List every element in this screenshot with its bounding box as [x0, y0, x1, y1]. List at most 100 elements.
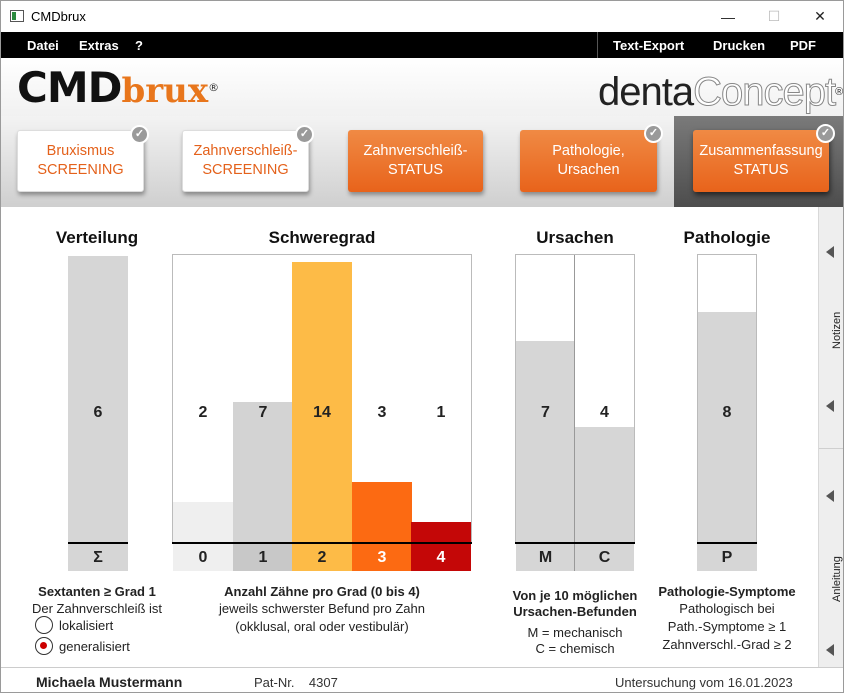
ursachen-bar-M — [516, 341, 575, 542]
patient-name: Michaela Mustermann — [36, 674, 183, 690]
schweregrad-title: Schweregrad — [268, 228, 376, 247]
schweregrad-value-1: 7 — [258, 404, 268, 421]
tab-strip: Bruxismus SCREENING ✓ Zahnverschleiß- SC… — [1, 116, 843, 207]
tab-label-line2: SCREENING — [202, 162, 289, 178]
logo-denta-text: denta — [598, 70, 694, 114]
schweregrad-bar-0 — [173, 502, 233, 542]
verteilung-caption-title: Sextanten ≥ Grad 1 — [21, 583, 173, 600]
collapse-arrow-icon-2[interactable] — [826, 644, 834, 656]
verteilung-title: Verteilung — [55, 228, 139, 247]
ursachen-caption-title2: Ursachen-Befunden — [495, 603, 655, 620]
ursachen-caption-title: Von je 10 möglichen — [495, 587, 655, 604]
pathologie-caption3: Path.-Symptome ≥ 1 — [667, 619, 787, 634]
pathologie-caption1: Pathologie-Symptome — [658, 584, 796, 599]
tab-zahnverschleiss-status[interactable]: Zahnverschleiß- STATUS — [348, 130, 483, 192]
header: CMDbrux® dentaConcept ® — [1, 58, 843, 116]
patient-number: Pat-Nr. 4307 — [254, 675, 338, 690]
collapse-arrow-icon[interactable] — [826, 400, 834, 412]
schweregrad-caption3: (okklusal, oral oder vestibulär) — [235, 619, 409, 634]
check-icon: ✓ — [295, 125, 314, 144]
tab-label-line2: STATUS — [733, 162, 789, 178]
schweregrad-caption2: jeweils schwerster Befund pro Zahn — [219, 601, 425, 616]
radio-lokalisiert[interactable] — [35, 616, 53, 634]
verteilung-chart — [68, 254, 128, 544]
expand-anleitung-arrow-icon[interactable] — [826, 490, 834, 502]
radio-generalisiert-label[interactable]: generalisiert — [59, 639, 130, 654]
verteilung-caption1: Sextanten ≥ Grad 1 — [38, 584, 156, 599]
menu-help[interactable]: ? — [135, 38, 143, 53]
export-menu-group — [597, 32, 843, 58]
expand-notizen-arrow-icon[interactable] — [826, 246, 834, 258]
radio-lokalisiert-label[interactable]: lokalisiert — [59, 618, 114, 633]
menu-pdf[interactable]: PDF — [790, 38, 816, 53]
menu-drucken[interactable]: Drucken — [713, 38, 766, 53]
verteilung-bar — [68, 256, 128, 544]
tab-label-line1: Zahnverschleiß- — [363, 143, 468, 159]
logo-concept-text: Concept — [693, 70, 837, 115]
tab-label-line1: Zusammenfassung — [699, 143, 823, 159]
schweregrad-value-3: 3 — [377, 404, 387, 421]
status-footer: Michaela Mustermann Pat-Nr. 4307 Untersu… — [1, 667, 843, 692]
patnr-label: Pat-Nr. — [254, 675, 295, 690]
ursachen-tick-M: M — [516, 544, 575, 571]
exam-date: Untersuchung vom 16.01.2023 — [615, 675, 793, 690]
schweregrad-bar-3 — [352, 482, 412, 542]
pathologie-caption2: Pathologisch bei — [679, 601, 775, 616]
minimize-button[interactable]: — — [721, 8, 735, 25]
ursachen-caption4: C = chemisch — [535, 641, 615, 656]
ursachen-divider — [574, 255, 575, 542]
schweregrad-bar-1 — [233, 402, 293, 542]
menu-text-export[interactable]: Text-Export — [613, 38, 685, 53]
schweregrad-tick-3: 3 — [352, 544, 412, 571]
schweregrad-caption1: Anzahl Zähne pro Grad (0 bis 4) — [224, 584, 420, 599]
title-bar: CMDbrux — ☐ ✕ — [1, 1, 843, 32]
close-button[interactable]: ✕ — [814, 8, 826, 24]
schweregrad-value-0: 2 — [198, 404, 208, 421]
maximize-button[interactable]: ☐ — [767, 8, 781, 24]
cmdbrux-logo: CMDbrux® — [17, 63, 219, 115]
schweregrad-value-2: 14 — [313, 404, 331, 421]
check-icon: ✓ — [130, 125, 149, 144]
ursachen-value-C: 4 — [600, 404, 609, 421]
pathologie-axis-label: P — [697, 544, 757, 571]
menu-datei[interactable]: Datei — [27, 38, 59, 53]
window-title: CMDbrux — [31, 9, 86, 24]
ursachen-axis — [515, 542, 635, 544]
pathologie-chart — [697, 254, 757, 543]
menu-extras[interactable]: Extras — [79, 38, 119, 53]
menu-bar: Datei Extras ? Text-Export Drucken PDF — [1, 32, 843, 58]
patnr-value: 4307 — [308, 675, 338, 690]
schweregrad-tick-4: 4 — [411, 544, 471, 571]
pathologie-axis — [697, 542, 757, 544]
ursachen-caption1: Von je 10 möglichen — [512, 588, 638, 603]
side-tab-anleitung[interactable]: Anleitung — [831, 556, 843, 602]
ursachen-axis-divider — [574, 544, 575, 571]
pathologie-bar — [698, 312, 756, 542]
app-icon — [10, 10, 24, 22]
ursachen-value-M: 7 — [541, 404, 550, 421]
logo-reg-mark: ® — [208, 81, 219, 94]
tab-zusammenfassung-status[interactable]: Zusammenfassung STATUS ✓ — [693, 124, 835, 192]
schweregrad-caption-title: Anzahl Zähne pro Grad (0 bis 4) — [172, 583, 472, 600]
tab-label-line2: STATUS — [387, 162, 444, 178]
side-divider — [819, 448, 843, 449]
verteilung-value: 6 — [93, 404, 103, 421]
schweregrad-tick-2: 2 — [292, 544, 352, 571]
logo-brux-text: brux — [121, 71, 209, 111]
tab-pathologie-ursachen[interactable]: Pathologie, Ursachen ✓ — [520, 124, 663, 192]
ursachen-title: Ursachen — [536, 228, 614, 247]
check-icon: ✓ — [644, 124, 663, 143]
radio-generalisiert[interactable] — [35, 637, 53, 655]
pathologie-caption-title: Pathologie-Symptome — [652, 583, 802, 600]
tab-label-line2: SCREENING — [37, 162, 124, 178]
ursachen-bar-C — [575, 427, 634, 542]
verteilung-axis — [68, 542, 128, 544]
tab-bruxismus-screening[interactable]: Bruxismus SCREENING ✓ — [17, 125, 149, 192]
schweregrad-value-4: 1 — [436, 404, 446, 421]
logo-cmd-text: CMD — [17, 63, 122, 112]
side-tab-notizen[interactable]: Notizen — [831, 311, 843, 349]
schweregrad-axis — [172, 542, 472, 544]
tab-label-line1: Pathologie, — [552, 143, 625, 159]
tab-zahnverschleiss-screening[interactable]: Zahnverschleiß- SCREENING ✓ — [182, 125, 314, 192]
